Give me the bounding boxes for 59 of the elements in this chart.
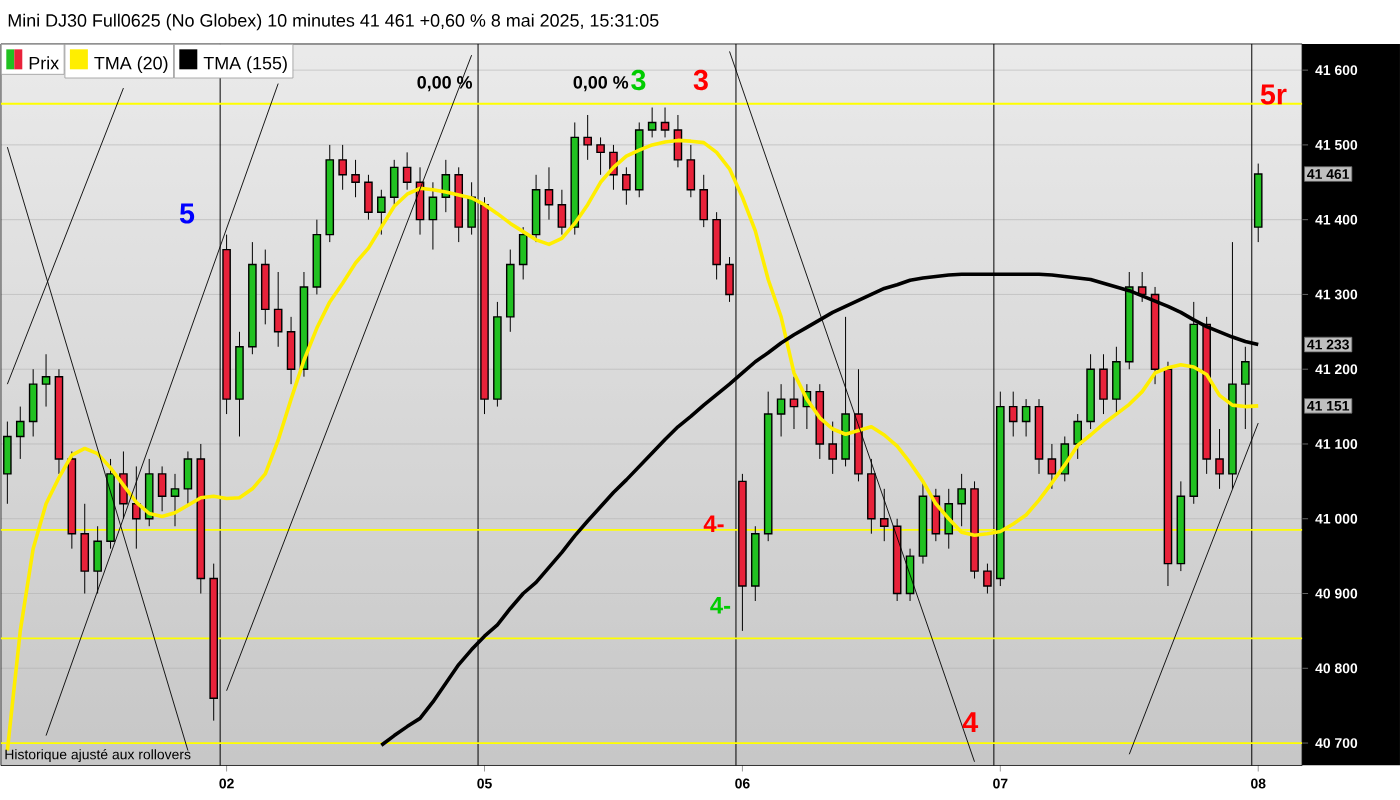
candlestick bbox=[789, 376, 799, 430]
annotation: 3 bbox=[631, 70, 646, 91]
candlestick bbox=[389, 159, 399, 206]
annotation: 5r bbox=[1260, 84, 1287, 105]
candlestick bbox=[712, 211, 721, 281]
candlestick bbox=[557, 189, 567, 236]
candlestick bbox=[132, 466, 141, 550]
candlestick bbox=[338, 144, 347, 191]
annotation: 4 bbox=[962, 712, 979, 733]
candlestick bbox=[273, 271, 283, 348]
legend-label: TMA (20) bbox=[94, 56, 168, 74]
candlestick bbox=[647, 107, 657, 139]
chart-title: Mini DJ30 Full0625 (No Globex) 10 minutes 41 461 +0,60 % 8 mai 2025, 15:31:05 bbox=[8, 13, 659, 31]
candlestick bbox=[686, 144, 696, 198]
candlestick bbox=[1008, 391, 1018, 438]
candlestick bbox=[957, 473, 966, 527]
candlestick bbox=[776, 383, 786, 438]
candlestick bbox=[428, 182, 438, 251]
candlestick bbox=[41, 354, 51, 408]
candlestick bbox=[80, 503, 90, 595]
candlestick bbox=[364, 174, 373, 221]
candlestick bbox=[1073, 413, 1083, 460]
candlestick bbox=[1215, 428, 1224, 490]
candlestick bbox=[377, 189, 386, 236]
candlestick bbox=[879, 488, 889, 542]
legend-label: TMA (155) bbox=[203, 56, 287, 74]
candlestick bbox=[286, 316, 296, 385]
annotation: 0,00 % bbox=[417, 76, 473, 92]
annotation: 3 bbox=[693, 70, 708, 91]
candlestick bbox=[1047, 443, 1057, 490]
candlestick bbox=[170, 473, 180, 527]
candlestick bbox=[518, 226, 528, 281]
candlestick bbox=[1099, 354, 1108, 415]
candlestick bbox=[144, 458, 154, 527]
candlestick bbox=[583, 114, 592, 161]
candlestick bbox=[402, 152, 412, 191]
candlestick bbox=[841, 316, 850, 468]
candlestick bbox=[1112, 346, 1121, 415]
candlestick bbox=[15, 406, 25, 460]
candlestick bbox=[1021, 398, 1031, 438]
candlestick bbox=[699, 174, 709, 228]
candlestick bbox=[531, 174, 541, 243]
candlestick bbox=[157, 466, 167, 513]
candlestick bbox=[28, 368, 38, 438]
candlestick bbox=[828, 421, 837, 475]
candlestick bbox=[660, 107, 670, 139]
annotation: 5 bbox=[179, 203, 195, 224]
annotation: 0,00 % bbox=[573, 76, 629, 92]
candlestick bbox=[260, 249, 270, 326]
legend-label: Prix bbox=[29, 56, 59, 70]
candlestick bbox=[183, 451, 193, 505]
annotation: 4- bbox=[703, 515, 724, 533]
candlestick bbox=[622, 167, 631, 206]
candlestick bbox=[93, 525, 102, 595]
candlestick bbox=[351, 159, 360, 198]
annotation: 4- bbox=[710, 597, 731, 614]
candlestick bbox=[867, 458, 876, 535]
candlestick bbox=[544, 167, 554, 221]
candlestick bbox=[596, 137, 605, 176]
